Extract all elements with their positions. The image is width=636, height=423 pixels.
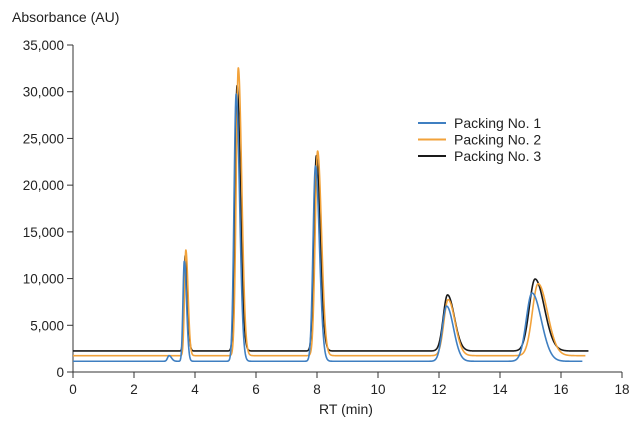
- y-tick-label: 5,000: [30, 318, 64, 333]
- x-tick-label: 12: [431, 382, 446, 397]
- x-tick-label: 8: [313, 382, 321, 397]
- x-tick-label: 2: [130, 382, 138, 397]
- series-line-2: [72, 67, 587, 357]
- y-tick-label: 35,000: [23, 38, 64, 53]
- x-axis-title: RT (min): [319, 401, 373, 417]
- series-line-3: [72, 84, 590, 352]
- x-tick-label: 6: [252, 382, 260, 397]
- plot-area: [72, 67, 590, 363]
- x-tick-label: 18: [614, 382, 629, 397]
- y-tick-label: 20,000: [23, 178, 64, 193]
- y-tick-label: 0: [56, 365, 64, 380]
- legend-label-3: Packing No. 3: [454, 148, 541, 164]
- series-line-1: [72, 93, 584, 363]
- y-tick-label: 25,000: [23, 131, 64, 146]
- x-tick-label: 16: [553, 382, 568, 397]
- legend-label-1: Packing No. 1: [454, 115, 541, 131]
- y-axis: 0 5,000 10,000 15,000 20,000 25,000 30,000 35,0…: [23, 38, 74, 380]
- x-tick-label: 0: [69, 382, 77, 397]
- y-axis-title: Absorbance (AU): [12, 9, 119, 25]
- x-tick-label: 14: [492, 382, 508, 397]
- y-tick-label: 30,000: [23, 85, 64, 100]
- x-tick-label: 4: [191, 382, 199, 397]
- y-tick-label: 10,000: [23, 272, 64, 287]
- legend-label-2: Packing No. 2: [454, 132, 541, 148]
- x-tick-label: 10: [370, 382, 385, 397]
- x-axis: 0 2 4 6 8 10 12 14 16 18: [69, 371, 630, 397]
- y-tick-label: 15,000: [23, 225, 64, 240]
